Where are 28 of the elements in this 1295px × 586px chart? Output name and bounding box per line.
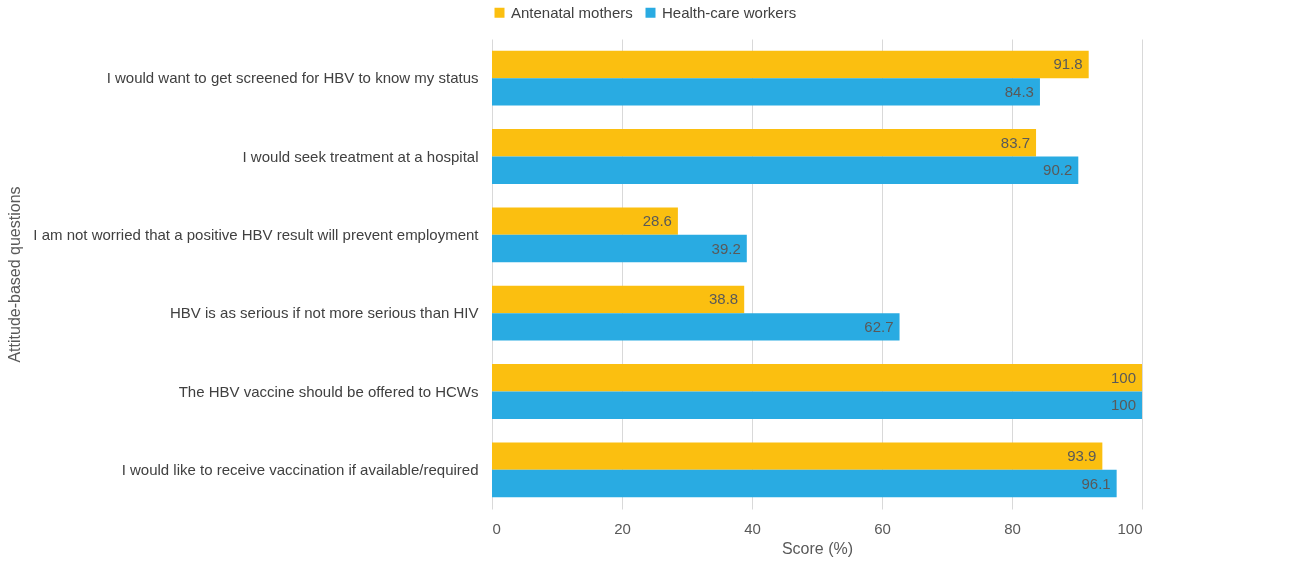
y-tick-label: I would like to receive vaccination if available/required bbox=[121, 460, 479, 478]
data-label: 93.9 bbox=[1067, 447, 1097, 465]
x-tick-label: 60 bbox=[874, 519, 891, 537]
y-tick-label: I would want to get screened for HBV to know my status bbox=[106, 69, 479, 87]
x-tick-label: 100 bbox=[1117, 519, 1143, 537]
y-tick-label: HBV is as serious if not more serious than HIV bbox=[170, 304, 479, 322]
data-label: 38.8 bbox=[709, 290, 739, 308]
y-tick-label: The HBV vaccine should be offered to HCWs bbox=[178, 382, 479, 400]
data-label: 100 bbox=[1110, 368, 1136, 386]
legend-label: Antenatal mothers bbox=[511, 3, 633, 21]
legend-label: Health-care workers bbox=[662, 3, 797, 21]
x-axis-title: Score (%) bbox=[781, 539, 854, 557]
data-label: 91.8 bbox=[1053, 55, 1083, 73]
x-tick-label: 0 bbox=[492, 519, 501, 537]
data-label: 83.7 bbox=[1000, 133, 1031, 151]
data-label: 90.2 bbox=[1043, 161, 1073, 179]
data-label: 100 bbox=[1110, 396, 1136, 414]
data-label: 96.1 bbox=[1081, 474, 1111, 492]
y-axis-title: Attitude-based questions bbox=[5, 186, 23, 363]
data-label: 62.7 bbox=[864, 317, 894, 335]
data-label: 28.6 bbox=[642, 212, 672, 230]
x-tick-label: 20 bbox=[614, 519, 631, 537]
y-tick-label: I am not worried that a positive HBV result will prevent employment bbox=[33, 225, 480, 243]
data-label: 84.3 bbox=[1004, 82, 1034, 100]
data-label: 39.2 bbox=[711, 239, 741, 257]
y-tick-label: I would seek treatment at a hospital bbox=[242, 147, 479, 165]
x-tick-label: 40 bbox=[744, 519, 761, 537]
x-tick-label: 80 bbox=[1004, 519, 1021, 537]
